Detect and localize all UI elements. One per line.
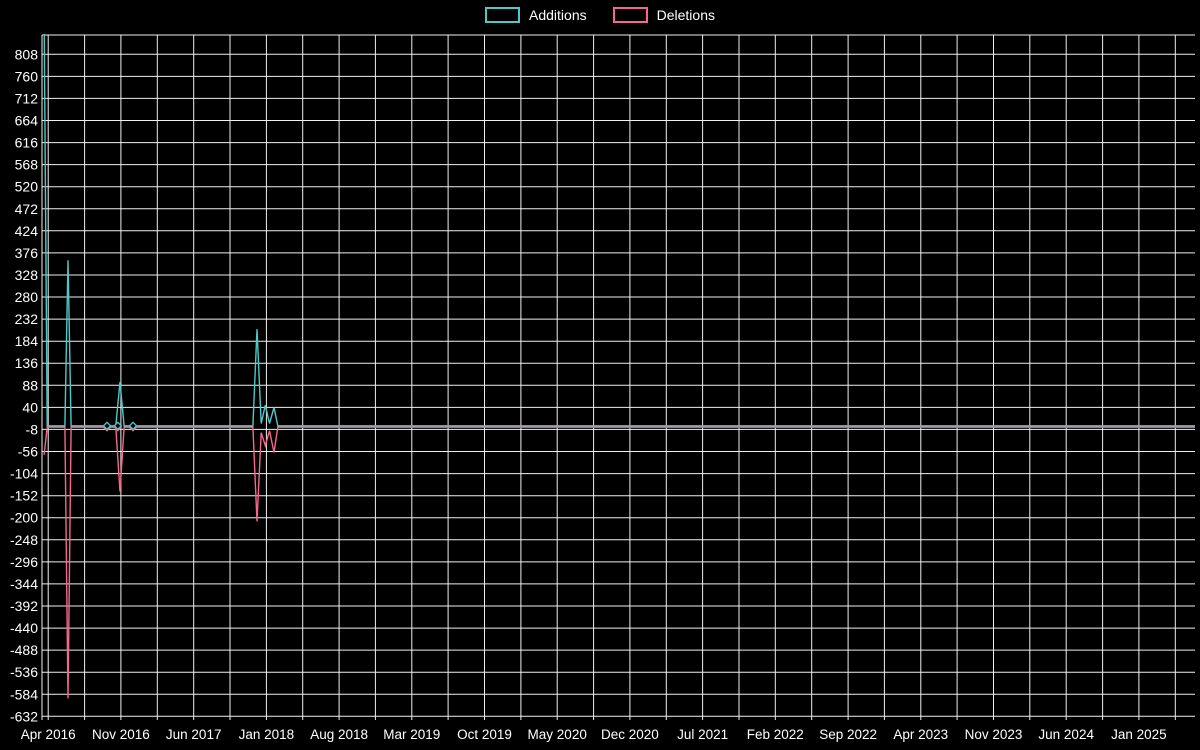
x-tick-label: Apr 2016 [21,727,76,742]
y-tick-label: 88 [22,377,38,393]
y-tick-label: 280 [15,289,39,305]
x-tick-label: Sep 2022 [819,727,877,742]
y-tick-label: 40 [22,399,38,415]
y-tick-label: 328 [15,267,39,283]
x-axis: Apr 2016 Nov 2016 Jun 2017 Jan 2018 Aug 2018… [21,727,1167,742]
y-tick-label: 232 [15,311,39,327]
grid [41,34,1195,720]
x-tick-label: Apr 2023 [893,727,948,742]
y-tick-label: 664 [15,113,39,129]
y-tick-label: -104 [10,466,38,482]
additions-line [43,34,1195,427]
y-tick-label: 376 [15,245,39,261]
x-tick-label: Jun 2017 [166,727,222,742]
x-tick-label: Jan 2018 [239,727,295,742]
y-tick-label: 712 [15,90,39,106]
y-tick-label: 616 [15,135,39,151]
y-tick-label: -584 [10,686,38,702]
y-tick-label: 520 [15,179,39,195]
y-tick-label: -536 [10,664,38,680]
x-tick-label: Feb 2022 [747,727,804,742]
y-tick-label: 568 [15,157,39,173]
y-tick-label: -8 [26,421,39,437]
y-tick-label: 472 [15,201,39,217]
x-tick-label: Aug 2018 [310,727,368,742]
y-tick-label: -440 [10,620,38,636]
x-tick-label: Oct 2019 [457,727,512,742]
x-tick-label: May 2020 [528,727,587,742]
x-tick-label: Jul 2021 [677,727,728,742]
chart-legend: Additions Deletions [0,7,1200,23]
deletions-legend-label: Deletions [656,7,715,23]
additions-point-marker-icon [102,421,112,431]
y-tick-label: 184 [15,333,39,349]
deletions-swatch-icon [612,7,648,23]
additions-point-marker-icon [128,421,138,431]
x-tick-label: Jun 2024 [1038,727,1094,742]
x-tick-label: Mar 2019 [383,727,440,742]
x-tick-label: Dec 2020 [601,727,659,742]
x-tick-label: Nov 2016 [92,727,150,742]
legend-item-deletions: Deletions [612,7,715,23]
y-tick-label: 136 [15,355,39,371]
additions-point-marker-icon [113,421,123,431]
y-tick-label: 424 [15,223,39,239]
y-tick-label: 808 [15,46,39,62]
x-tick-label: Jan 2025 [1111,727,1167,742]
y-axis: 808 760 712 664 616 568 520 472 424 376 328 280 232 1… [10,46,38,724]
y-tick-label: -632 [10,708,38,724]
y-tick-label: -248 [10,532,38,548]
additions-legend-label: Additions [529,7,587,23]
y-tick-label: -392 [10,598,38,614]
y-tick-label: -488 [10,642,38,658]
y-tick-label: -296 [10,554,38,570]
y-tick-label: -152 [10,488,38,504]
y-tick-label: 760 [15,68,39,84]
additions-swatch-icon [485,7,521,23]
deletions-line [43,426,1195,699]
x-tick-label: Nov 2023 [965,727,1023,742]
y-tick-label: -344 [10,576,38,592]
y-tick-label: -56 [18,444,38,460]
y-tick-label: -200 [10,510,38,526]
legend-item-additions: Additions [485,7,587,23]
